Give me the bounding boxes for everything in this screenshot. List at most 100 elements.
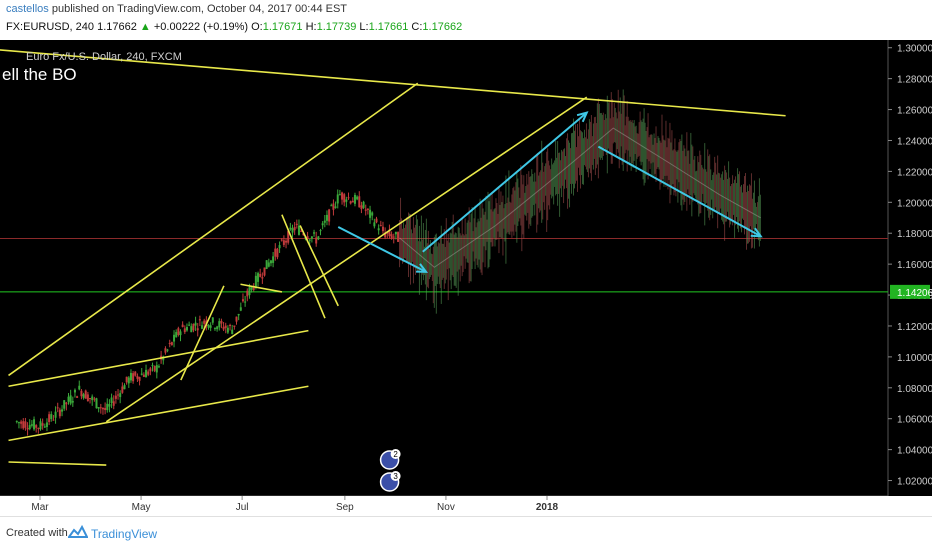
created-with-label: Created with [6,527,68,539]
candle-body [263,267,266,276]
candle-body [30,424,33,426]
candle-body [216,326,219,330]
candle-body [84,390,87,399]
candle-body [196,328,199,331]
low-value: 1.17661 [368,21,409,33]
trend-line [281,214,326,319]
tradingview-brand[interactable]: TradingView [91,527,158,541]
candle-body [177,328,180,335]
candle-body [157,366,160,368]
candle-body [244,301,247,303]
tradingview-logo-icon[interactable] [68,525,88,539]
candle-body [259,273,262,277]
publish-info: castellos published on TradingView.com, … [6,3,347,15]
candle-body [138,377,141,381]
candle-body [112,401,115,406]
candle-body [366,208,369,211]
candle-body [209,325,212,328]
y-tick-label: 1.24000 [897,136,932,147]
candle-body [101,407,104,410]
candle-body [371,212,374,216]
candle-body [28,425,31,430]
candle-body [168,342,171,345]
candle-body [192,323,195,331]
author-link[interactable]: castellos [6,3,49,15]
candle-body [71,400,74,403]
chart-annotation: ell the BO [2,65,77,84]
candle-body [313,232,316,234]
open-value: 1.17671 [262,21,303,33]
candle-body [250,286,253,290]
candle-body [222,326,225,330]
trend-line [180,285,225,381]
open-label: O: [251,21,263,33]
candle-body [104,408,107,411]
projection-arrow [597,145,762,238]
candle-body [211,317,214,323]
candle-body [39,421,42,430]
candle-body [267,262,270,267]
candle-body [237,313,240,316]
candle-body [132,373,135,382]
candle-body [285,240,288,243]
candle-body [360,205,363,210]
candle-body [218,321,221,328]
x-tick-label: Sep [336,502,354,513]
x-tick-label: Jul [236,502,249,513]
x-tick-label: 2018 [536,502,559,513]
candle-body [289,227,292,230]
candle-body [43,426,46,428]
candle-body [384,232,387,238]
candle-body [293,226,296,231]
candle-body [170,342,173,345]
projection-arrowhead [750,227,763,238]
candle-body [78,385,81,390]
candle-body [121,386,124,393]
candle-body [54,411,57,418]
candle-body [306,236,309,240]
candle-body [220,320,223,324]
candle-body [190,326,193,333]
candle-body [282,240,285,245]
projection-arrowhead [576,111,589,123]
candle-body [24,421,27,428]
candle-body [86,394,89,402]
candle-body [65,402,68,405]
high-value: 1.17739 [316,21,357,33]
candle-body [330,205,333,207]
candle-body [310,236,313,239]
projection-arrow [422,111,588,253]
candle-body [147,371,150,375]
candle-body [114,395,117,399]
candle-body [93,398,96,400]
candle-body [67,396,70,402]
candle-body [110,397,113,404]
chart-area[interactable]: 1.30000 1.28000 1.26000 1.24000 1.22000 1.200… [0,40,932,515]
candle-body [302,233,305,235]
candle-body [91,396,94,401]
trend-line [0,49,786,117]
candle-body [315,237,318,244]
low-label: L: [359,21,369,33]
candle-body [358,196,361,208]
candle-body [226,327,229,333]
y-tick-label: 1.10000 [897,353,932,364]
candle-body [48,414,51,422]
publish-text: published on TradingView.com, October 04… [51,3,348,15]
high-label: H: [305,21,317,33]
change-value: +0.00222 (+0.19%) [153,21,249,33]
projection-arrow [337,226,427,273]
price-chart[interactable]: 1.30000 1.28000 1.26000 1.24000 1.22000 1.200… [0,40,932,515]
candle-body [336,194,339,204]
candle-body [142,374,145,377]
candle-body [381,226,384,232]
candle-body [123,385,126,390]
candle-body [106,403,109,411]
time-axis-background [0,496,932,515]
candle-body [153,365,156,371]
event-count-label: 2 [393,450,398,459]
candle-body [388,229,391,237]
candle-body [175,332,178,338]
candle-body [362,201,365,208]
trend-line [8,82,419,377]
